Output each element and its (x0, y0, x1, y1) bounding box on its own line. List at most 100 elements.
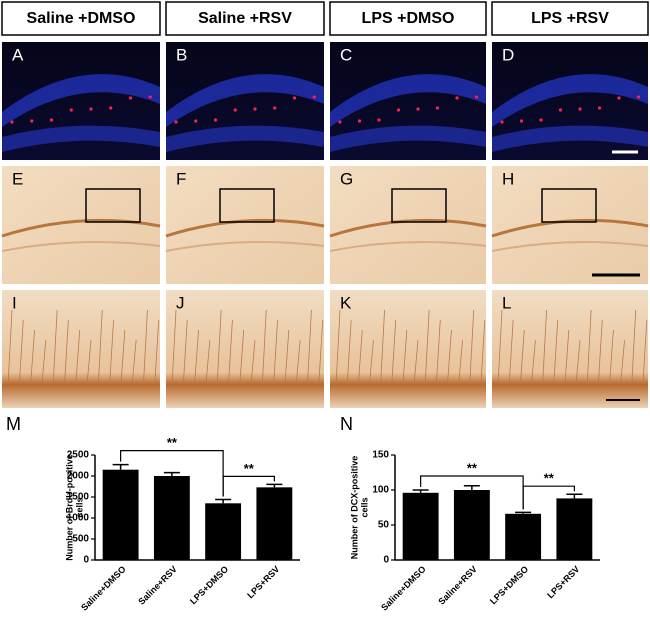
dendrite (413, 339, 419, 386)
panel-label: I (12, 293, 17, 312)
y-axis-label: cells (359, 497, 369, 517)
error-bar (566, 493, 583, 499)
significance-label: ** (167, 435, 178, 450)
labeled-cell (273, 106, 277, 110)
ihc-image (492, 166, 648, 284)
bar (453, 490, 490, 560)
chart-label: M (6, 414, 21, 434)
dendrite (171, 309, 177, 386)
labeled-cell (30, 119, 34, 123)
dendrite (261, 309, 267, 386)
labeled-cell (312, 95, 316, 99)
panel-label: C (340, 45, 352, 64)
significance-bracket (522, 485, 575, 510)
header-box (491, 1, 649, 36)
cell-layer (492, 74, 648, 127)
error-bar (215, 498, 232, 504)
inset-box (85, 188, 141, 223)
dendrite (318, 319, 324, 386)
dendrite (620, 339, 625, 386)
labeled-cell (500, 120, 504, 124)
dendrite (97, 309, 103, 386)
dendrite (553, 319, 559, 386)
dendrite (120, 329, 126, 386)
dendrite (75, 329, 81, 386)
labeled-cell (174, 120, 178, 124)
panel-label: L (502, 293, 511, 312)
dendrite (194, 329, 199, 386)
dendrite (564, 329, 570, 386)
dendrite (250, 339, 256, 386)
panel-label: A (12, 45, 24, 64)
panel-label: H (502, 169, 514, 188)
header-box (1, 1, 161, 36)
ihc-image (492, 290, 648, 408)
dendrite (335, 309, 341, 386)
labeled-cell (233, 108, 237, 112)
ihc-image (330, 166, 486, 284)
labeled-cell (519, 119, 524, 123)
panel-label: G (340, 169, 353, 188)
granule-layer (165, 218, 325, 238)
error-bar (163, 471, 180, 476)
dendrite (542, 309, 547, 386)
dendrite (424, 309, 430, 386)
cell-layer (166, 74, 324, 127)
column-header: LPS +DMSO (362, 10, 455, 27)
dendrite (357, 329, 363, 386)
x-tick-label: Saline+DMSO (379, 564, 428, 613)
labeled-cell (69, 108, 73, 112)
cell-layer (330, 74, 486, 127)
significance-bracket (222, 475, 275, 497)
dendrite (41, 339, 47, 386)
cell-layer (330, 125, 486, 152)
panel-label: B (176, 45, 187, 64)
dendrite (435, 319, 441, 386)
y-tick-label: 0 (83, 555, 89, 566)
dendrite (531, 339, 536, 386)
labeled-cell (49, 118, 54, 122)
error-bar (112, 463, 129, 470)
ihc-image (2, 290, 160, 408)
chart-label: N (340, 414, 353, 434)
bar (205, 503, 242, 560)
micrographs (1, 42, 649, 408)
significance-label: ** (467, 460, 478, 475)
cell-layer (166, 125, 324, 152)
labeled-cell (128, 96, 133, 100)
cell-layer (2, 74, 160, 127)
error-bar (515, 511, 532, 514)
dendrite (154, 319, 160, 386)
dendrite (575, 339, 581, 386)
y-tick-label: 0 (383, 555, 389, 566)
significance-bracket (120, 450, 224, 497)
ihc-image (330, 290, 486, 408)
dendrite (469, 309, 475, 386)
bar (153, 476, 190, 560)
column-header: LPS +RSV (531, 10, 609, 27)
labeled-cell (617, 96, 621, 100)
dendrite (295, 339, 301, 386)
x-tick-label: Saline+DMSO (79, 564, 128, 613)
dendrite (458, 339, 463, 386)
error-bar (463, 485, 480, 490)
dendrite (284, 329, 290, 386)
panel-label: F (176, 169, 186, 188)
significance-label: ** (244, 461, 255, 476)
labeled-cell (474, 95, 479, 99)
dendrite (402, 329, 408, 386)
dendrite (143, 309, 148, 386)
y-tick-label: 2000 (67, 471, 90, 482)
ihc-image (2, 166, 160, 284)
y-tick-label: 2500 (67, 450, 90, 461)
dendrite (64, 319, 69, 386)
header-box (329, 1, 487, 36)
dendrite (182, 319, 188, 386)
dendrite (380, 309, 385, 386)
ihc-image (166, 290, 324, 408)
y-axis-label: Number of DCX-positive (349, 456, 359, 560)
dendrite (86, 339, 92, 386)
cell-layer (2, 125, 160, 152)
y-tick-label: 100 (372, 485, 389, 496)
